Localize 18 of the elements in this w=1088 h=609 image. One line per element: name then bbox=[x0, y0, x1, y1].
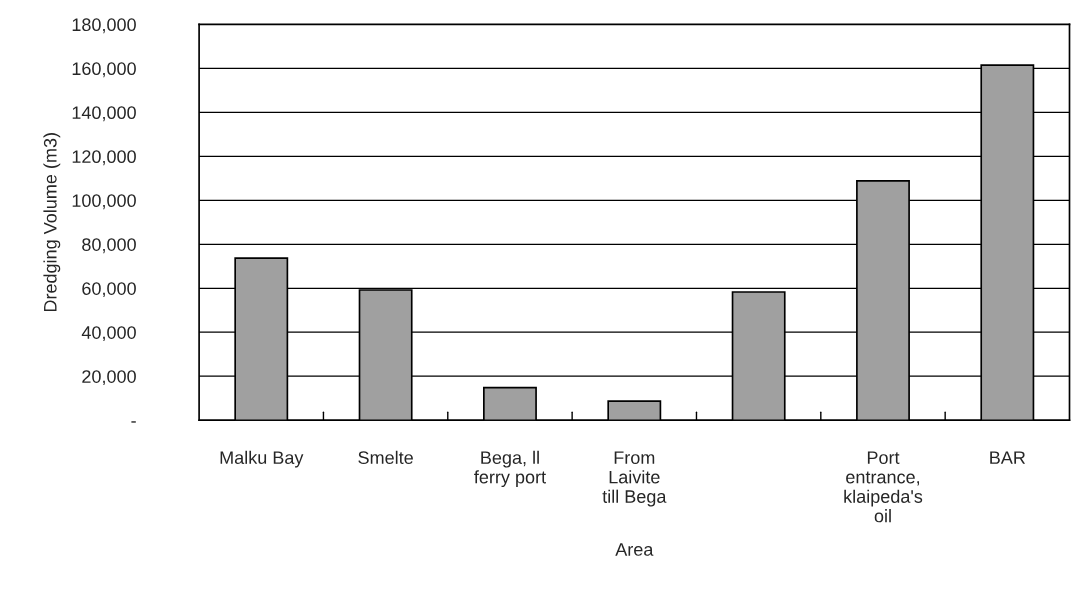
x-tick-label: Malku Bay bbox=[220, 450, 304, 468]
x-axis-title: Area bbox=[615, 543, 654, 556]
x-tick-label: From Laivite till Bega bbox=[602, 451, 667, 507]
y-tick-label: 60,000 bbox=[82, 282, 136, 298]
y-tick-label: 180,000 bbox=[72, 18, 136, 34]
y-tick-label: 140,000 bbox=[72, 106, 136, 122]
x-tick-label: Bega, ll ferry port bbox=[474, 450, 546, 488]
y-tick-label: 40,000 bbox=[81, 326, 136, 342]
x-tick-label: BAR bbox=[990, 451, 1026, 464]
y-tick-label: 160,000 bbox=[72, 62, 136, 78]
y-tick-label: 120,000 bbox=[72, 150, 136, 166]
y-axis-title: Dredging Volume (m3) bbox=[43, 133, 61, 312]
y-tick-label: 100,000 bbox=[72, 194, 136, 210]
x-tick-label: Port entrance, klaipeda's oil bbox=[844, 451, 923, 523]
x-tick-label: Smelte bbox=[358, 450, 413, 465]
y-tick-label: 20,000 bbox=[82, 370, 136, 386]
y-tick-label: 80,000 bbox=[82, 238, 136, 254]
y-tick-label: - bbox=[131, 421, 136, 423]
